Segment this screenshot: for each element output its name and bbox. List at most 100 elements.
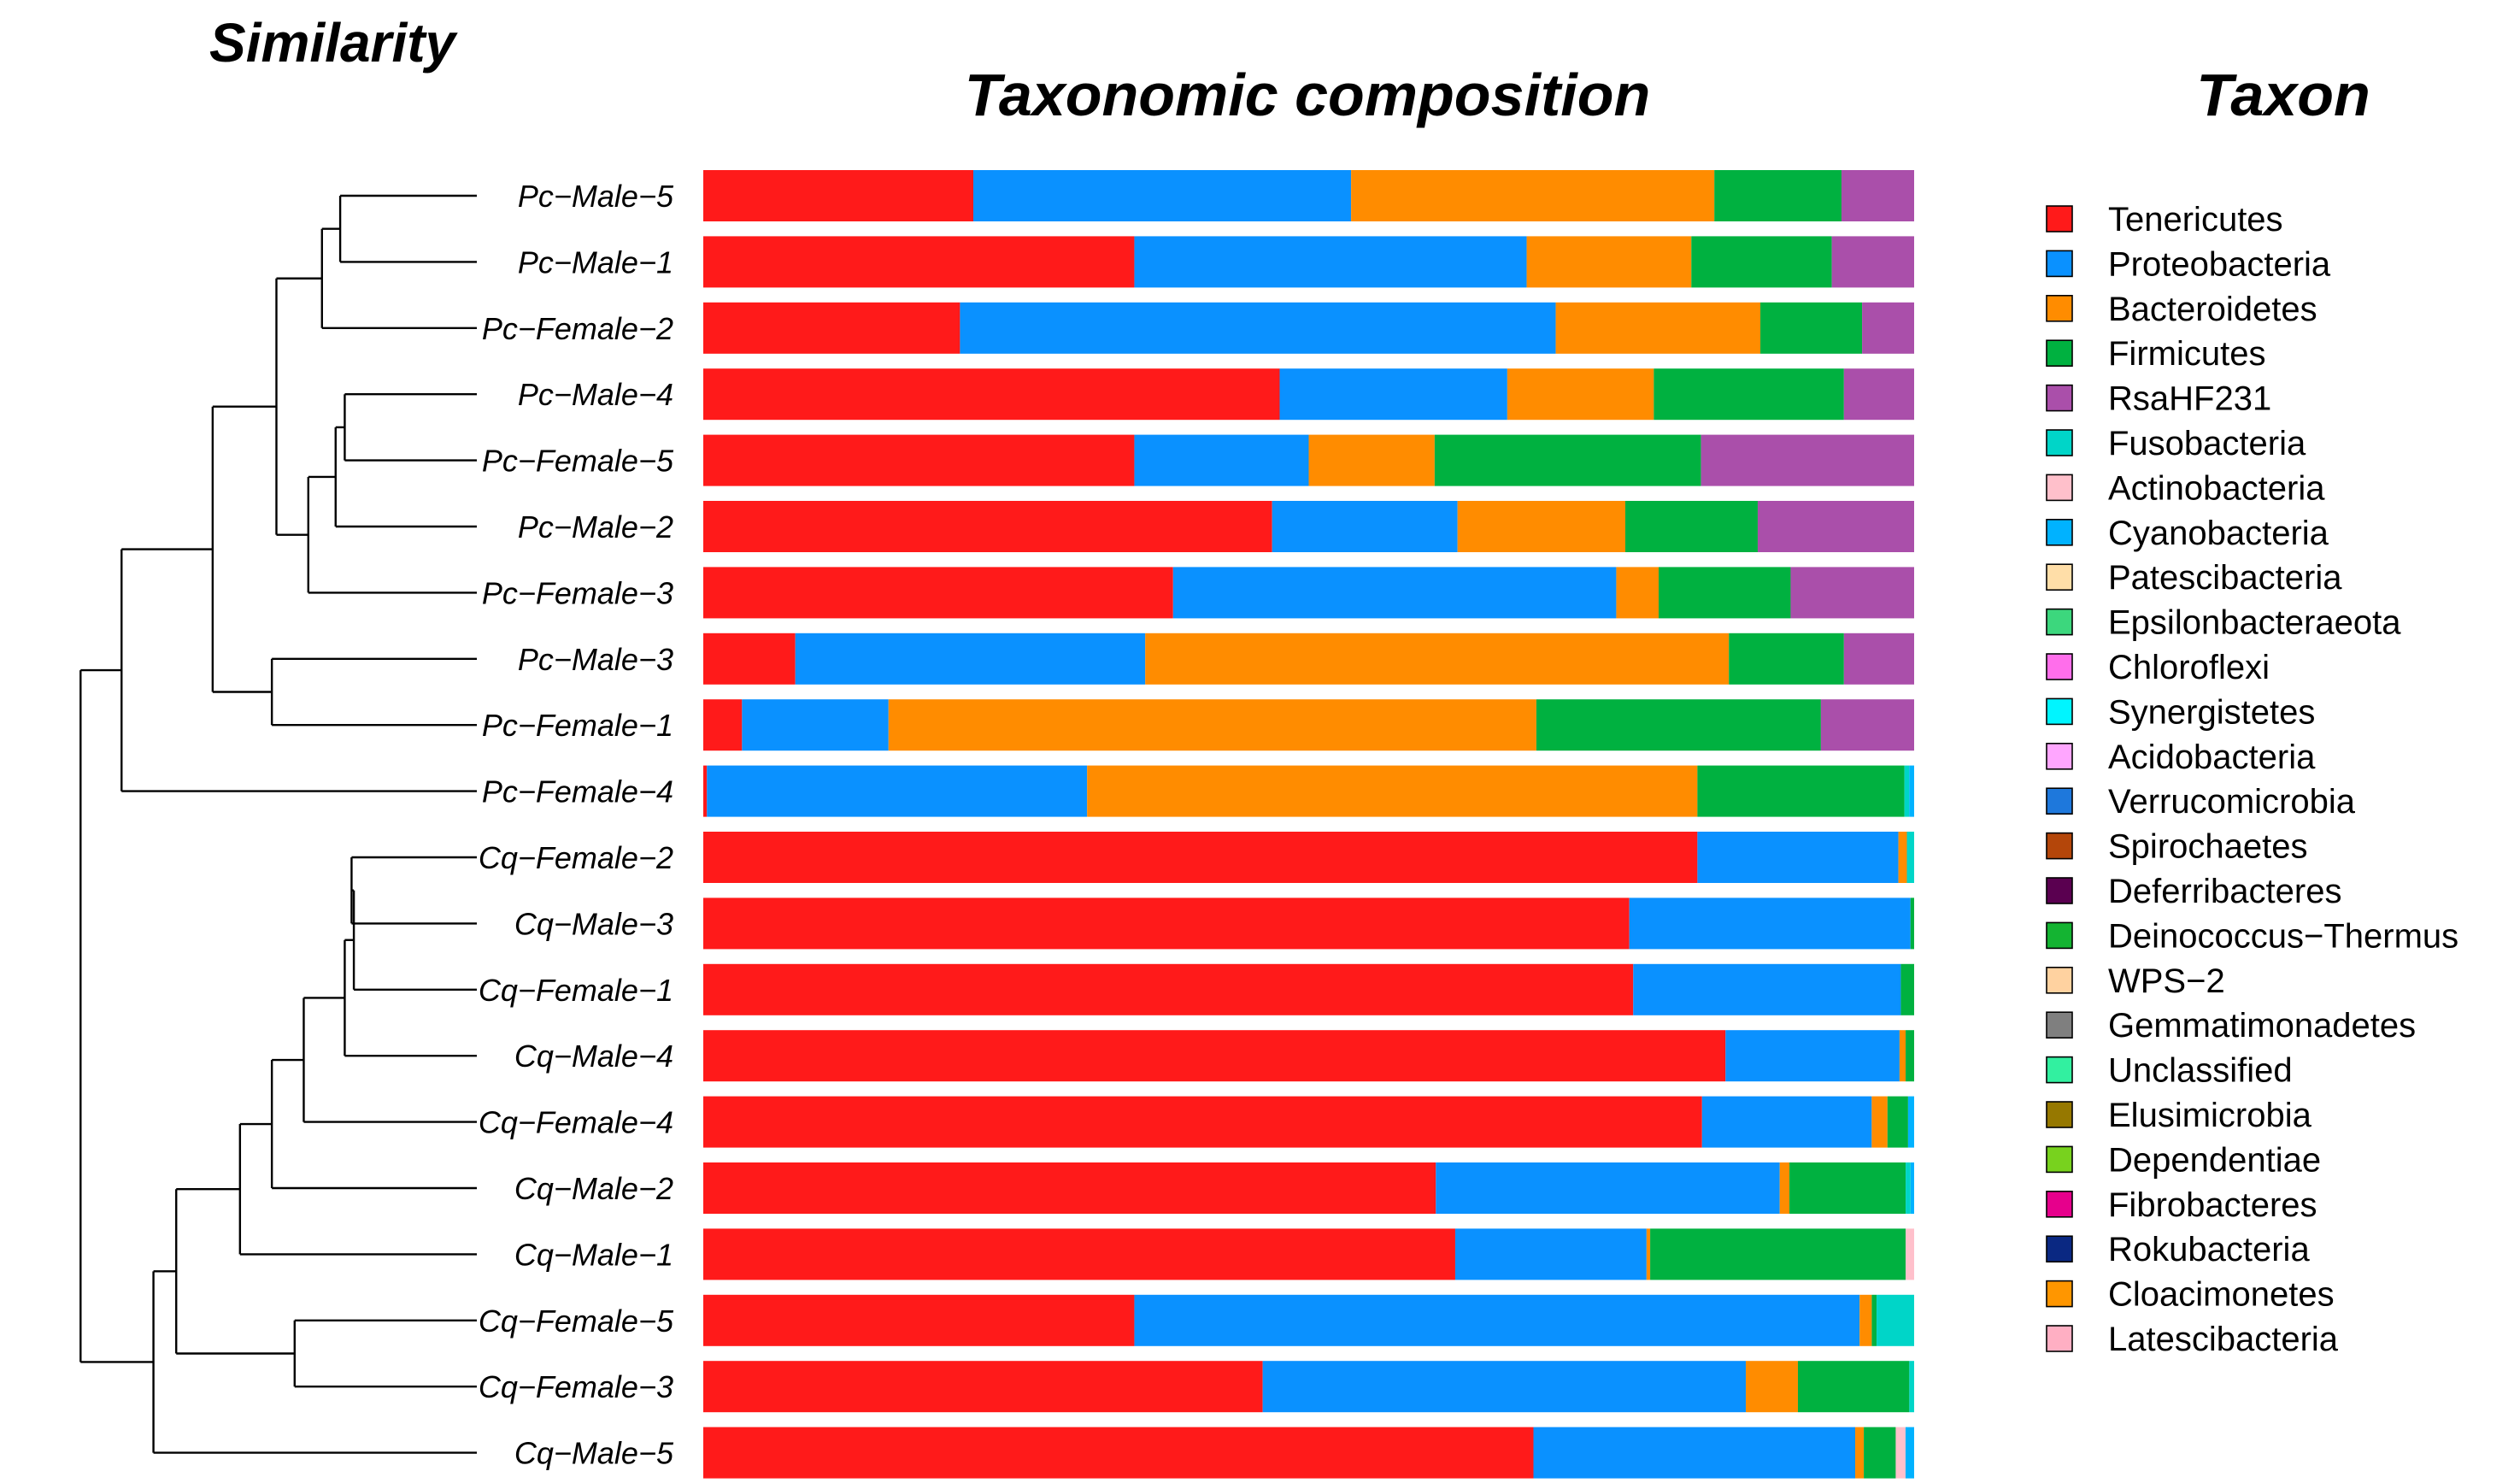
- bar-segment-6-4: [1790, 567, 1914, 619]
- bar-segment-10-1: [1697, 832, 1899, 883]
- legend-swatch: [2046, 1325, 2073, 1352]
- bar-segment-3-3: [1654, 368, 1844, 421]
- bar-segment-10-2: [1898, 832, 1907, 883]
- bar-segment-15-0: [703, 1162, 1436, 1214]
- legend-label: Spirochaetes: [2108, 828, 2307, 866]
- sample-label: Pc−Male−5: [518, 179, 674, 214]
- legend-label: Latescibacteria: [2108, 1321, 2339, 1358]
- sample-label: Cq−Male−5: [514, 1436, 674, 1471]
- bar-segment-12-3: [1900, 963, 1914, 1015]
- legend-swatch: [2046, 384, 2073, 412]
- legend-title: Taxon: [2196, 62, 2370, 128]
- sample-label: Pc−Male−1: [518, 244, 673, 280]
- bar-segment-12-1: [1633, 963, 1901, 1015]
- sample-labels: Pc−Male−5 Pc−Male−1 Pc−Female−2 Pc−Male−4 Pc…: [479, 179, 674, 1471]
- bar-segment-4-2: [1308, 434, 1435, 486]
- legend-swatch: [2046, 967, 2073, 994]
- bar-segment-16-0: [703, 1228, 1455, 1280]
- legend-label: Firmicutes: [2108, 335, 2265, 373]
- bar-segment-19-7: [1905, 1427, 1914, 1479]
- bar-segment-17-5: [1877, 1294, 1914, 1346]
- legend-swatch: [2046, 921, 2073, 950]
- legend-swatch: [2046, 294, 2073, 322]
- legend-label: Unclassified: [2108, 1052, 2293, 1090]
- bar-segment-6-0: [703, 567, 1173, 619]
- bar-segment-6-3: [1659, 567, 1791, 619]
- bar-segment-18-5: [1909, 1361, 1914, 1413]
- bar-segment-17-3: [1871, 1294, 1877, 1346]
- bar-segment-18-2: [1746, 1361, 1798, 1413]
- sample-label: Pc−Female−5: [482, 444, 674, 479]
- chart-title: Taxonomic composition: [965, 62, 1650, 128]
- legend-label: Tenericutes: [2108, 201, 2283, 238]
- bar-segment-5-2: [1457, 501, 1625, 552]
- bar-segment-0-2: [1351, 170, 1715, 221]
- bar-segment-13-0: [703, 1030, 1726, 1082]
- bar-segment-7-3: [1729, 633, 1844, 685]
- bar-segment-3-0: [703, 368, 1280, 421]
- bar-segment-11-0: [703, 897, 1630, 950]
- sample-label: Pc−Male−4: [518, 377, 673, 412]
- legend-swatch: [2046, 1011, 2073, 1039]
- sample-label: Cq−Female−5: [479, 1304, 674, 1339]
- bar-segment-8-1: [742, 699, 889, 751]
- bar-segment-0-3: [1714, 170, 1842, 221]
- bar-segment-11-1: [1629, 897, 1911, 950]
- bar-segment-16-1: [1454, 1228, 1647, 1280]
- bar-segment-0-0: [703, 170, 973, 221]
- bar-segment-15-7: [1910, 1162, 1914, 1214]
- bar-segment-2-0: [703, 302, 960, 354]
- legend-swatch: [2046, 518, 2073, 546]
- legend-swatch: [2046, 653, 2073, 680]
- sample-label: Pc−Male−2: [518, 509, 673, 544]
- sample-label: Pc−Female−1: [482, 708, 673, 743]
- dendrogram-title: Similarity: [209, 12, 459, 74]
- bar-segment-19-2: [1855, 1427, 1865, 1479]
- legend-label: WPS−2: [2108, 962, 2225, 1000]
- bar-segment-3-4: [1843, 368, 1914, 421]
- legend-label: Elusimicrobia: [2108, 1097, 2312, 1134]
- legend-label: Epsilonbacteraeota: [2108, 604, 2401, 642]
- sample-label: Cq−Male−4: [514, 1039, 673, 1074]
- bar-segment-17-1: [1134, 1294, 1860, 1346]
- bar-segment-1-4: [1831, 236, 1914, 288]
- bar-segment-10-5: [1906, 832, 1914, 883]
- bar-segment-15-5: [1906, 1162, 1911, 1214]
- bar-segment-0-1: [972, 170, 1352, 221]
- legend-swatch: [2046, 832, 2073, 860]
- legend-swatch: [2046, 742, 2073, 770]
- bar-segment-3-2: [1507, 368, 1654, 421]
- bar-segment-2-3: [1760, 302, 1863, 354]
- legend: Tenericutes Proteobacteria Bacteroidetes Fi…: [2046, 201, 2458, 1358]
- bar-segment-4-0: [703, 434, 1135, 486]
- bar-segment-13-1: [1725, 1030, 1900, 1082]
- legend-swatch: [2046, 563, 2073, 591]
- bar-segment-7-1: [795, 633, 1146, 685]
- bar-segment-6-1: [1172, 567, 1617, 619]
- bar-segment-16-3: [1650, 1228, 1906, 1280]
- bar-segment-16-6: [1906, 1228, 1914, 1280]
- sample-label: Cq−Male−1: [514, 1237, 673, 1272]
- bar-segment-1-0: [703, 236, 1135, 288]
- sample-label: Pc−Female−2: [482, 311, 673, 346]
- bar-segment-4-3: [1434, 434, 1701, 486]
- bar-segment-7-0: [703, 633, 796, 685]
- sample-label: Cq−Male−3: [514, 906, 673, 941]
- legend-label: Patescibacteria: [2108, 559, 2342, 597]
- legend-swatch: [2046, 1056, 2073, 1084]
- legend-label: Cyanobacteria: [2108, 515, 2329, 552]
- sample-label: Pc−Male−3: [518, 642, 673, 677]
- legend-label: Rokubacteria: [2108, 1231, 2310, 1268]
- sample-label: Cq−Female−1: [479, 973, 673, 1008]
- bar-segment-13-2: [1899, 1030, 1906, 1082]
- legend-swatch: [2046, 205, 2073, 232]
- bar-segment-8-0: [703, 699, 743, 751]
- dendrogram: [79, 194, 477, 1454]
- sample-label: Cq−Female−2: [479, 840, 673, 875]
- legend-label: Proteobacteria: [2108, 245, 2331, 283]
- bar-segment-5-4: [1757, 501, 1914, 552]
- legend-label: Deferribacteres: [2108, 873, 2341, 910]
- bar-segment-8-2: [888, 699, 1536, 751]
- legend-label: Fibrobacteres: [2108, 1186, 2317, 1224]
- legend-label: Cloacimonetes: [2108, 1276, 2335, 1314]
